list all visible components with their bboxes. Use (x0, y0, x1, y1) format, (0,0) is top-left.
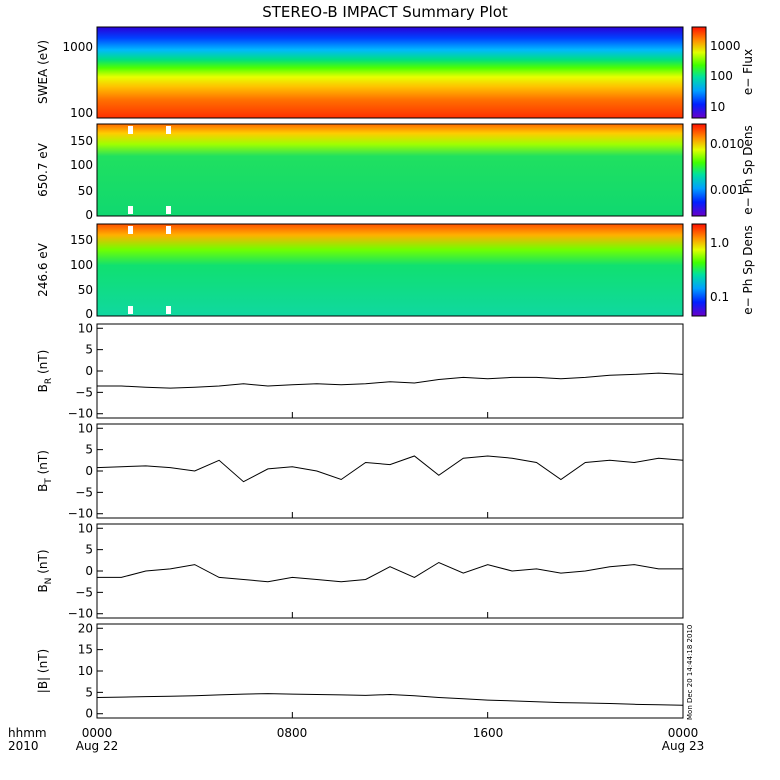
pad-650-cbar-tick-0001: 0.001 (710, 183, 744, 197)
pad-650-colorbar (691, 123, 707, 217)
swea-colorbar (691, 26, 707, 119)
x-axis: hhmm 2010 0000 Aug 22 0800 1600 0000 Aug… (8, 726, 704, 753)
pad-650-ytick-0: 0 (85, 208, 93, 222)
br-ytick: 0 (85, 364, 93, 378)
swea-spectrogram (97, 27, 683, 118)
pad-650-frame (96, 123, 684, 217)
pad-246-cbar-label: e− Ph Sp Dens (741, 225, 755, 314)
data-gap (128, 306, 133, 314)
br-frame (96, 323, 684, 419)
timestamp-label: Mon Dec 20 14:44:18 2010 (686, 625, 694, 720)
pad-246-spectrogram (97, 224, 683, 316)
bt-frame (96, 423, 684, 519)
pad-650-ytick-50: 50 (78, 184, 93, 198)
x-tick-1600: 1600 (473, 726, 504, 740)
x-tick-date-aug23: Aug 23 (662, 739, 705, 753)
bt-ytick: 5 (85, 443, 93, 457)
x-tick-0800: 0800 (277, 726, 308, 740)
pad-650-cbar-tick-0010: 0.010 (710, 137, 744, 151)
pad-650-ylabel: 650.7 eV (36, 142, 50, 197)
br-ytick: 10 (78, 321, 93, 335)
x-tick-date-aug22: Aug 22 (76, 739, 119, 753)
bmag-ytick: 0 (85, 707, 93, 721)
pad-246-ytick-0: 0 (85, 307, 93, 321)
pad-650-ytick-100: 100 (70, 158, 93, 172)
bt-series-line (96, 455, 684, 483)
bt-ylabel: BT (nT) (36, 450, 54, 492)
pad-246-cbar-tick-01: 0.1 (710, 290, 729, 304)
x-axis-label-line1: hhmm (8, 726, 47, 740)
pad-246-ytick-50: 50 (78, 283, 93, 297)
bn-ytick: 10 (78, 521, 93, 535)
bmag-series-line (96, 693, 684, 706)
br-series-line (97, 372, 684, 389)
bmag-ytick: 5 (85, 685, 93, 699)
swea-cbar-tick-10: 10 (710, 100, 725, 114)
swea-panel: 1000 100 SWEA (eV) 1000 100 10 e− Flux (36, 26, 755, 120)
br-ytick: −5 (75, 385, 93, 399)
data-gap (166, 126, 171, 134)
chart-title: STEREO-B IMPACT Summary Plot (262, 3, 508, 21)
x-axis-label-line2: 2010 (8, 739, 39, 753)
swea-ytick-1000: 1000 (62, 40, 93, 54)
pad-246-frame (96, 223, 684, 317)
bmag-frame (96, 623, 684, 719)
swea-ylabel: SWEA (eV) (36, 40, 50, 104)
bt-ytick: 10 (78, 421, 93, 435)
bn-ylabel: BN (nT) (36, 549, 54, 592)
swea-cbar-label: e− Flux (741, 49, 755, 95)
bt-ytick: 0 (85, 464, 93, 478)
pad-246-cbar-tick-10: 1.0 (710, 236, 729, 250)
bn-ytick: −5 (75, 585, 93, 599)
data-gap (166, 226, 171, 234)
bmag-ytick: 10 (78, 664, 93, 678)
pad-246-ytick-150: 150 (70, 233, 93, 247)
x-tick-0000: 0000 (82, 726, 113, 740)
data-gap (128, 226, 133, 234)
br-ylabel: BR (nT) (36, 350, 54, 393)
bn-ytick: 0 (85, 564, 93, 578)
bmag-ylabel: |B| (nT) (36, 649, 50, 693)
bmag-ytick: 20 (78, 621, 93, 635)
bn-frame (96, 523, 684, 619)
pad-650-ytick-150: 150 (70, 134, 93, 148)
data-gap (128, 206, 133, 214)
swea-cbar-tick-100: 100 (710, 69, 733, 83)
pad-246-colorbar (691, 223, 707, 317)
pad-246-panel: 0 50 100 150 246.6 eV 1.0 0.1 e− Ph Sp D… (36, 223, 755, 321)
magnetic-field-panels: −10 −5 0 5 10 BR (nT) −10 −5 0 5 10 BT (nT) −10 −5 0 5 1… (36, 321, 684, 721)
bn-series-line (97, 561, 683, 583)
swea-ytick-100: 100 (70, 106, 93, 120)
bmag-ytick: 15 (78, 643, 93, 657)
br-ytick: 5 (85, 343, 93, 357)
br-ytick: −10 (68, 407, 93, 421)
pad-650-panel: 0 50 100 150 650.7 eV 0.010 0.001 e− Ph … (36, 123, 755, 222)
bt-ytick: −5 (75, 485, 93, 499)
data-gap (128, 126, 133, 134)
swea-cbar-tick-1000: 1000 (710, 39, 741, 53)
data-gap (166, 306, 171, 314)
bn-ytick: −10 (68, 607, 93, 621)
swea-frame (96, 26, 684, 119)
bn-ytick: 5 (85, 543, 93, 557)
pad-650-spectrogram (97, 124, 683, 216)
data-gap (166, 206, 171, 214)
pad-650-cbar-label: e− Ph Sp Dens (741, 125, 755, 214)
pad-246-ylabel: 246.6 eV (36, 242, 50, 297)
pad-246-ytick-100: 100 (70, 258, 93, 272)
x-tick-0000-end: 0000 (668, 726, 699, 740)
bt-ytick: −10 (68, 507, 93, 521)
